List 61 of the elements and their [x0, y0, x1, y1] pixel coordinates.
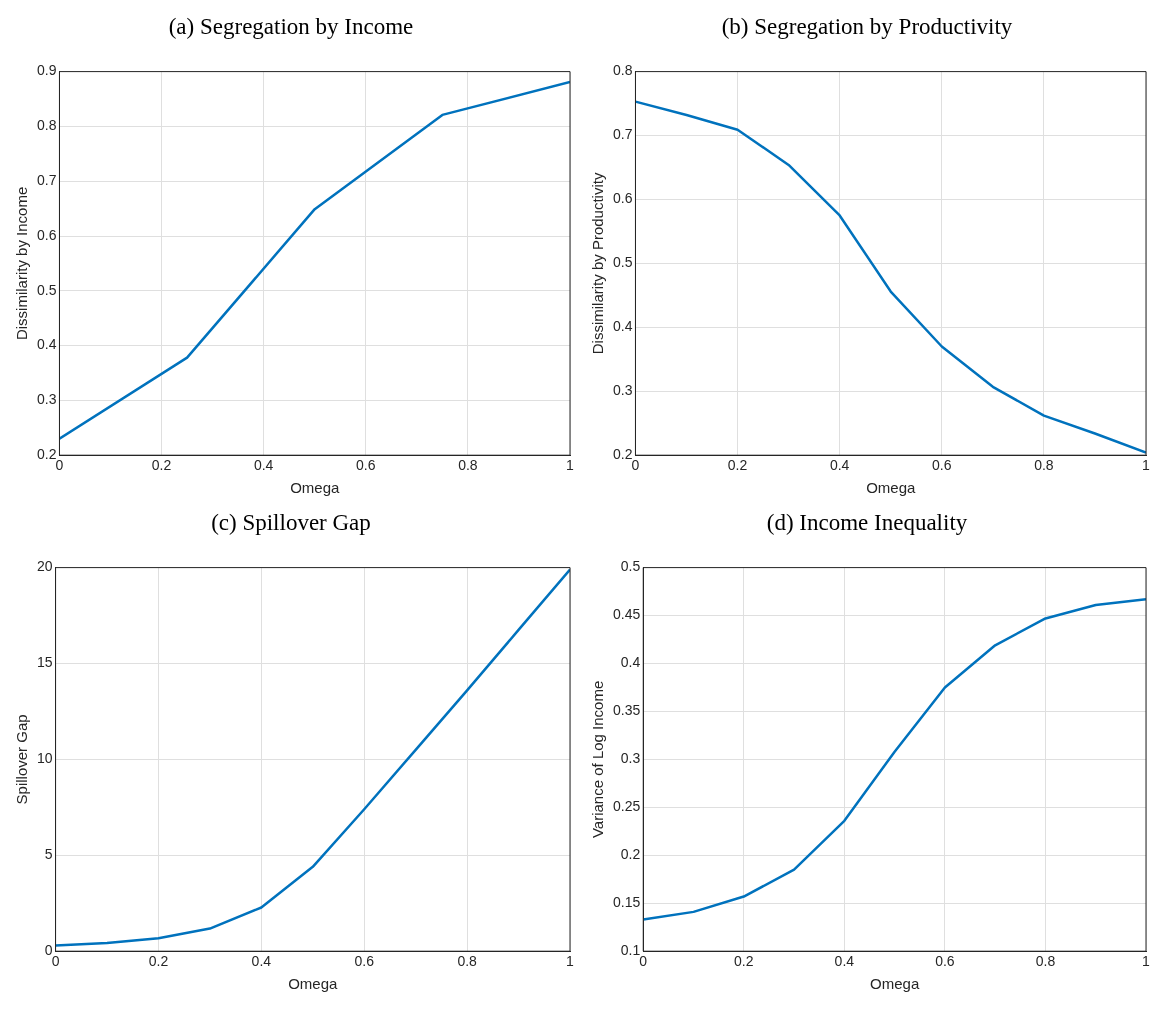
y-tick-label: 0.4: [620, 654, 641, 671]
y-tick-label: 0.15: [613, 894, 641, 911]
x-tick-label: 1: [1142, 457, 1151, 474]
y-tick-label: 0.3: [36, 391, 57, 408]
y-tick-label: 10: [36, 750, 53, 767]
x-tick-label: 0.6: [356, 457, 376, 474]
x-tick-label: 0.8: [458, 457, 478, 474]
y-tick-label: 0.6: [36, 226, 57, 243]
x-tick-label: 0.2: [148, 953, 169, 970]
y-tick-label: 0.3: [612, 382, 633, 399]
x-axis-title: Omega: [290, 479, 340, 497]
x-tick-label: 0.4: [253, 457, 274, 474]
x-tick-label: 1: [566, 953, 575, 970]
x-tick-label: 0.4: [834, 953, 855, 970]
x-tick-label: 0.4: [829, 457, 850, 474]
y-axis-title: Spillover Gap: [13, 714, 31, 805]
y-axis-title: Variance of Log Income: [589, 680, 607, 839]
y-axis-title: Dissimilarity by Productivity: [589, 172, 607, 355]
x-tick-label: 1: [1142, 953, 1151, 970]
x-axis-title: Omega: [866, 479, 916, 497]
y-tick-label: 0.4: [36, 336, 57, 353]
y-tick-label: 0.8: [612, 62, 633, 79]
x-tick-label: 0.8: [1034, 457, 1054, 474]
y-tick-label: 0.7: [612, 126, 633, 143]
y-tick-label: 0.45: [613, 606, 641, 623]
y-tick-label: 15: [36, 654, 53, 671]
x-tick-label: 0.4: [251, 953, 272, 970]
y-tick-label: 0.25: [613, 798, 641, 815]
y-tick-label: 0.9: [36, 62, 57, 79]
x-tick-label: 0.6: [354, 953, 375, 970]
y-axis-title: Dissimilarity by Income: [13, 186, 31, 341]
x-axis-title: Omega: [288, 975, 339, 993]
y-tick-label: 0.2: [36, 446, 57, 463]
x-tick-label: 1: [566, 457, 575, 474]
y-tick-label: 0.5: [612, 254, 633, 271]
y-tick-label: 0.5: [36, 281, 57, 298]
x-tick-label: 0.2: [727, 457, 748, 474]
y-tick-label: 0.2: [612, 446, 633, 463]
y-tick-label: 0.6: [612, 190, 633, 207]
chart-title: (c) Spillover Gap: [211, 509, 371, 535]
x-tick-label: 0.2: [151, 457, 172, 474]
chart-title: (a) Segregation by Income: [168, 13, 414, 39]
chart-title: (b) Segregation by Productivity: [721, 13, 1013, 39]
y-tick-label: 0.1: [620, 942, 641, 959]
x-tick-label: 0.6: [935, 953, 955, 970]
x-tick-label: 0.2: [734, 953, 754, 970]
y-tick-label: 0: [44, 942, 53, 959]
y-tick-label: 0.4: [612, 318, 633, 335]
y-tick-label: 0.7: [36, 172, 57, 189]
y-tick-label: 5: [44, 846, 53, 863]
y-tick-label: 0.5: [620, 558, 641, 575]
y-tick-label: 0.8: [36, 117, 57, 134]
y-tick-label: 0.3: [620, 750, 641, 767]
x-tick-label: 0.8: [1035, 953, 1056, 970]
x-tick-label: 0.8: [457, 953, 478, 970]
y-tick-label: 20: [36, 558, 53, 575]
y-tick-label: 0.35: [613, 702, 641, 719]
x-axis-title: Omega: [870, 975, 920, 993]
y-tick-label: 0.2: [620, 846, 641, 863]
x-tick-label: 0.6: [932, 457, 952, 474]
chart-title: (d) Income Inequality: [766, 509, 968, 535]
